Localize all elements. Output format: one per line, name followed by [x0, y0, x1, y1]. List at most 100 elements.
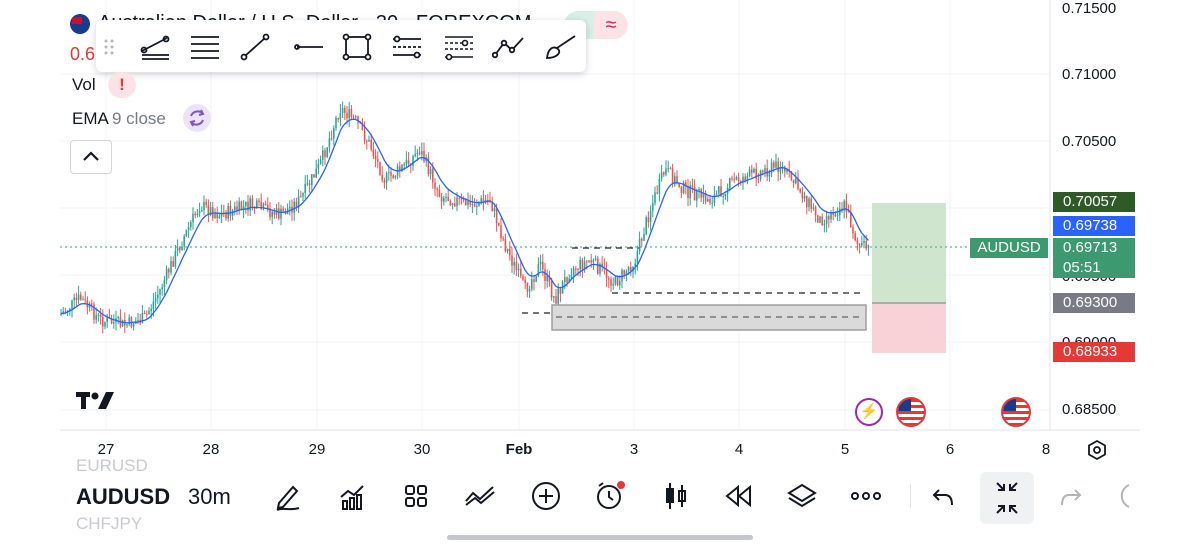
candle-body	[128, 317, 130, 325]
candle-body	[621, 269, 623, 282]
candle-body	[828, 216, 830, 220]
candle-body	[630, 267, 632, 272]
ema-legend[interactable]: EMA 9 close	[70, 104, 220, 134]
more-icon[interactable]	[848, 478, 884, 514]
candle-body	[619, 281, 621, 286]
refresh-icon[interactable]	[183, 104, 211, 132]
candle-body	[330, 138, 333, 140]
partial-icon[interactable]	[1106, 478, 1136, 514]
previous-symbol[interactable]: EURUSD	[76, 456, 148, 475]
compare-icon[interactable]	[462, 478, 498, 514]
long-position-tool[interactable]	[872, 203, 946, 353]
candle-body	[524, 279, 526, 283]
candle-body	[168, 268, 170, 273]
redo-icon[interactable]	[1054, 478, 1090, 514]
candle-body	[515, 261, 518, 270]
candle-body	[143, 313, 146, 314]
candle-body	[194, 213, 196, 216]
rectangle-tool-icon[interactable]	[340, 32, 374, 62]
chart-settings-icon[interactable]	[1086, 439, 1108, 466]
layout-grid-icon[interactable]	[398, 478, 434, 514]
fullscreen-exit-button[interactable]	[980, 472, 1034, 524]
chevron-up-icon	[83, 151, 99, 161]
candle-body	[337, 117, 339, 120]
candle-body	[812, 207, 815, 209]
lightning-event-icon[interactable]: ⚡	[855, 398, 883, 426]
us-flag-event-icon[interactable]	[896, 397, 926, 427]
candle-body	[264, 203, 267, 205]
next-symbol[interactable]: CHFJPY	[76, 514, 143, 533]
candle-body	[682, 182, 685, 193]
add-icon[interactable]	[528, 478, 564, 514]
warning-icon[interactable]: !	[108, 72, 136, 98]
candle-body	[141, 313, 144, 323]
candle-body	[847, 211, 850, 213]
candle-body	[280, 208, 282, 219]
alert-clock-icon[interactable]	[592, 478, 628, 514]
candle-body	[583, 261, 586, 270]
candle-body	[608, 278, 610, 280]
candle-body	[803, 195, 806, 199]
wave-icon[interactable]: ≈	[594, 11, 628, 39]
fib-channel-tool-icon[interactable]	[442, 32, 476, 62]
collapse-legend-button[interactable]	[70, 140, 112, 174]
candle-body	[370, 139, 372, 150]
candle-body	[786, 169, 788, 172]
candle-body	[753, 168, 755, 173]
candle-body	[825, 216, 828, 224]
candle-body	[198, 211, 201, 214]
candle-body	[306, 183, 309, 185]
candle-body	[713, 194, 716, 203]
undo-icon[interactable]	[924, 478, 960, 514]
brush-tool-icon[interactable]	[544, 32, 578, 62]
path-tool-icon[interactable]	[492, 32, 526, 62]
horizontal-lines-tool-icon[interactable]	[188, 32, 222, 62]
candle-body	[102, 316, 104, 327]
volume-legend[interactable]: Vol !	[70, 72, 160, 98]
candle-body	[273, 211, 276, 215]
candle-body	[509, 248, 511, 256]
drag-handle-icon[interactable]	[100, 32, 118, 62]
candle-body	[572, 268, 575, 276]
us-flag-event-icon[interactable]	[1001, 397, 1031, 427]
trend-angle-tool-icon[interactable]	[138, 32, 172, 62]
candle-body	[335, 117, 337, 129]
support-drawings[interactable]	[522, 247, 867, 331]
candle-body	[427, 157, 430, 174]
candle-body	[656, 192, 658, 194]
candle-body	[324, 150, 326, 157]
candle-body	[566, 277, 568, 283]
candle-body	[75, 297, 78, 300]
candle-body	[117, 317, 119, 318]
candle-body	[533, 279, 535, 282]
candle-body	[768, 172, 771, 177]
loss-zone	[872, 303, 946, 353]
candle-body	[159, 289, 161, 295]
candles-icon[interactable]	[658, 478, 694, 514]
candle-body	[214, 213, 216, 218]
interval-selector[interactable]: 30m	[188, 484, 231, 509]
candle-body	[271, 211, 273, 218]
replay-icon[interactable]	[720, 478, 756, 514]
candle-body	[260, 201, 262, 210]
drawings-pencil-icon[interactable]	[270, 478, 306, 514]
candle-body	[810, 198, 812, 209]
candle-body	[174, 250, 177, 267]
candle-body	[764, 168, 766, 173]
candle-body	[676, 176, 678, 184]
candle-body	[313, 174, 315, 178]
layers-icon[interactable]	[784, 478, 820, 514]
date-tick: 5	[840, 441, 850, 458]
candle-body	[157, 294, 159, 299]
candle-body	[476, 205, 478, 207]
symbol-selector[interactable]: AUDUSD	[76, 484, 171, 509]
horizontal-ray-tool-icon[interactable]	[292, 32, 326, 62]
candle-body	[82, 299, 84, 301]
candle-body	[319, 159, 322, 164]
trend-line-tool-icon[interactable]	[238, 32, 272, 62]
indicators-icon[interactable]	[334, 478, 370, 514]
candle-body	[368, 139, 370, 142]
candle-body	[751, 169, 753, 173]
parallel-channel-tool-icon[interactable]	[390, 32, 424, 62]
